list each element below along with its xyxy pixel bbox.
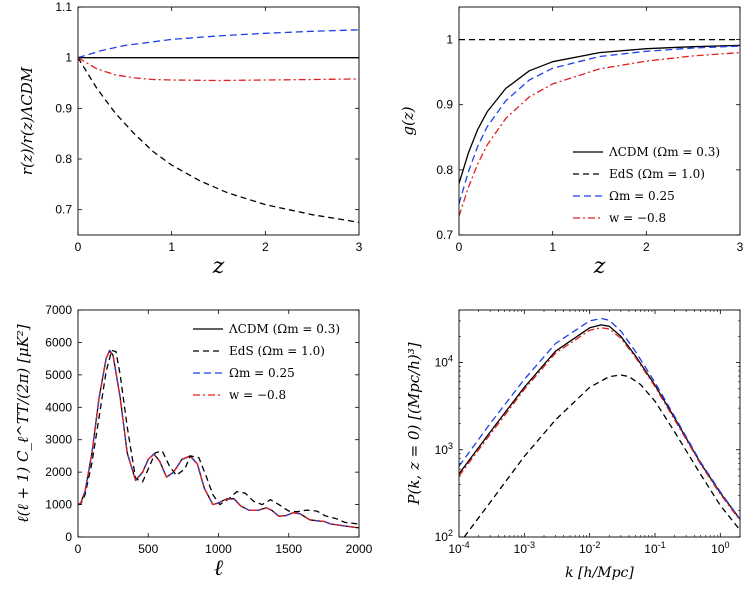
series-line-2 xyxy=(459,317,740,520)
y-tick-label: 0.7 xyxy=(55,203,72,217)
x-tick-label: 10-3 xyxy=(514,540,535,556)
panel-p4: 10-4 10-3 10-2 10-1 100 102 103 104 k [h/Mpc] P(k… xyxy=(405,309,741,581)
axes-box xyxy=(77,6,360,236)
x-tick-label: 0 xyxy=(75,240,82,254)
legend: ΛCDM (Ωm = 0.3) EdS (Ωm = 1.0) Ωm = 0.25 w … xyxy=(573,145,720,225)
series-group xyxy=(459,317,740,537)
legend-label-3: w = −0.8 xyxy=(229,388,286,402)
x-axis-label: k [h/Mpc] xyxy=(565,565,634,581)
x-axis-label: ℓ xyxy=(214,556,224,581)
x-tick-label: 10-2 xyxy=(579,540,600,556)
panel-p3: 0 500 1000 1500 2000 0 1000 2000 3000 4000 5000 600… xyxy=(14,303,373,581)
series-group xyxy=(78,29,359,223)
legend-label-1: EdS (Ωm = 1.0) xyxy=(609,167,705,181)
y-tick-label: 1000 xyxy=(45,498,72,512)
y-tick-label: 7000 xyxy=(45,303,72,317)
series-group xyxy=(459,38,740,217)
x-tick-label: 10-1 xyxy=(644,540,665,556)
x-tick-label: 1500 xyxy=(275,542,302,556)
y-tick-label: 1 xyxy=(65,51,72,65)
x-tick-label: 1000 xyxy=(205,542,232,556)
y-tick-label: 0.8 xyxy=(55,152,72,166)
series-line-0 xyxy=(459,44,740,184)
x-tick-label: 2 xyxy=(262,240,269,254)
x-tick-label: 0 xyxy=(75,542,82,556)
legend-label-2: Ωm = 0.25 xyxy=(229,366,295,380)
y-tick-label: 2000 xyxy=(45,465,72,479)
series-line-1 xyxy=(78,57,359,223)
y-tick-label: 1.1 xyxy=(55,0,72,14)
legend-label-2: Ωm = 0.25 xyxy=(609,189,675,203)
legend-label-3: w = −0.8 xyxy=(609,211,666,225)
x-tick-label: 1 xyxy=(549,240,556,254)
y-axis-label: r(z)/r(z)ΛCDM xyxy=(18,66,36,175)
series-line-2 xyxy=(78,29,359,59)
series-line-2 xyxy=(459,45,740,204)
x-tick-label: 100 xyxy=(711,540,729,556)
x-axis-label: z xyxy=(593,254,606,279)
x-tick-label: 3 xyxy=(356,240,363,254)
panel-p2: 0 1 2 3 0.7 0.8 0.9 1 z g(z) ΛCDM (Ωm = 0.3) EdS (Ω… xyxy=(399,6,744,279)
x-axis-label: z xyxy=(212,254,225,279)
x-tick-label: 2000 xyxy=(346,542,373,556)
y-tick-label: 5000 xyxy=(45,368,72,382)
y-tick-label: 0.8 xyxy=(436,163,453,177)
series-line-3 xyxy=(459,327,740,521)
y-axis-label: g(z) xyxy=(399,106,417,135)
y-tick-label: 0 xyxy=(65,530,72,544)
y-tick-label: 0.7 xyxy=(436,228,453,242)
series-line-1 xyxy=(463,374,740,537)
series-line-3 xyxy=(78,350,359,529)
x-tick-label: 3 xyxy=(737,240,744,254)
x-tick-label: 1 xyxy=(168,240,175,254)
legend: ΛCDM (Ωm = 0.3) EdS (Ωm = 1.0) Ωm = 0.25 w … xyxy=(193,322,340,402)
y-tick-label: 4000 xyxy=(45,400,72,414)
y-tick-label: 1 xyxy=(446,33,453,47)
y-tick-label: 0.9 xyxy=(55,101,72,115)
x-tick-label: 10-4 xyxy=(448,540,469,556)
y-tick-label: 6000 xyxy=(45,335,72,349)
series-line-3 xyxy=(78,57,359,82)
x-tick-label: 0 xyxy=(456,240,463,254)
y-tick-label: 102 xyxy=(435,528,453,544)
panel-p1: 0 1 2 3 0.7 0.8 0.9 1 1.1 z r(z)/r(z)ΛCDM xyxy=(18,0,363,279)
series-group xyxy=(78,349,359,529)
legend-label-0: ΛCDM (Ωm = 0.3) xyxy=(228,322,340,336)
y-axis-label: P(k, z = 0) [(Mpc/h)³] xyxy=(405,342,423,505)
axes-box xyxy=(458,6,741,236)
y-axis-label: ℓ(ℓ + 1) C_ℓ^TT/(2π) [μK²] xyxy=(14,324,32,522)
series-line-1 xyxy=(78,349,359,525)
y-tick-label: 103 xyxy=(435,441,453,457)
legend-label-0: ΛCDM (Ωm = 0.3) xyxy=(608,145,720,159)
y-tick-label: 3000 xyxy=(45,433,72,447)
y-tick-label: 0.9 xyxy=(436,98,453,112)
x-tick-label: 500 xyxy=(138,542,158,556)
x-tick-label: 2 xyxy=(643,240,650,254)
legend-label-1: EdS (Ωm = 1.0) xyxy=(229,344,325,358)
y-tick-label: 104 xyxy=(435,354,453,370)
series-line-0 xyxy=(459,324,740,520)
series-line-3 xyxy=(459,51,740,217)
axes-box xyxy=(458,309,741,538)
